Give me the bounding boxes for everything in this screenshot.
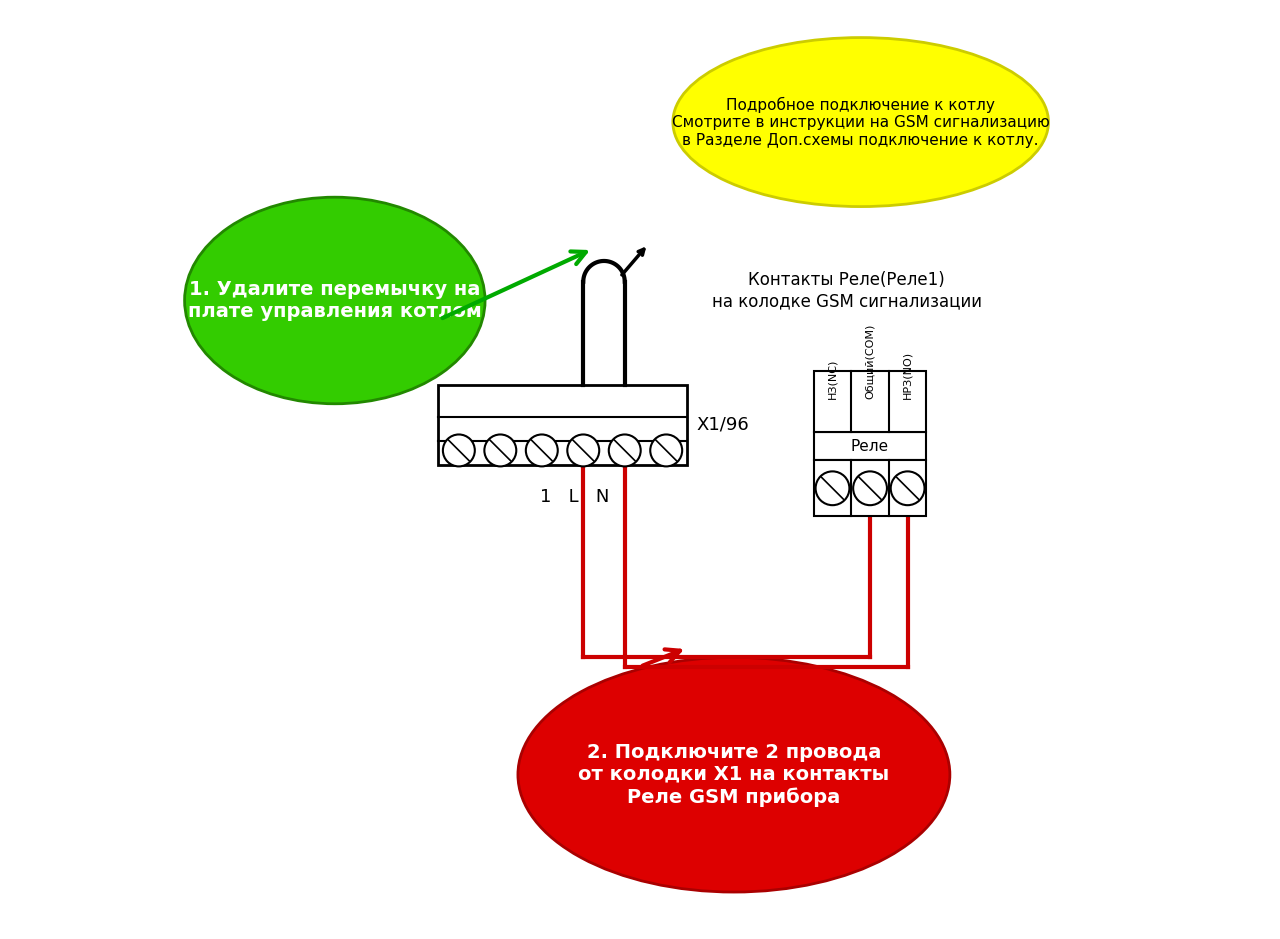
Text: 1   L   N: 1 L N (540, 488, 609, 506)
FancyBboxPatch shape (814, 460, 927, 516)
Text: 2. Подключите 2 провода
от колодки Х1 на контакты
Реле GSM прибора: 2. Подключите 2 провода от колодки Х1 на… (579, 743, 890, 807)
Text: Общий(COM): Общий(COM) (865, 324, 876, 399)
Text: Подробное подключение к котлу
Смотрите в инструкции на GSM сигнализацию
в Раздел: Подробное подключение к котлу Смотрите в… (672, 97, 1050, 147)
Text: Реле: Реле (851, 439, 890, 454)
FancyBboxPatch shape (814, 432, 927, 460)
Circle shape (891, 471, 924, 505)
Circle shape (815, 471, 850, 505)
FancyBboxPatch shape (438, 385, 687, 465)
Text: НЗ(NC): НЗ(NC) (827, 359, 837, 399)
Ellipse shape (518, 657, 950, 892)
FancyBboxPatch shape (814, 371, 927, 432)
Circle shape (650, 435, 682, 467)
Circle shape (443, 435, 475, 467)
Ellipse shape (673, 38, 1048, 207)
Text: НРЗ(NO): НРЗ(NO) (902, 351, 913, 399)
Circle shape (609, 435, 641, 467)
Circle shape (854, 471, 887, 505)
Text: Контакты Реле(Реле1)
на колодке GSM сигнализации: Контакты Реле(Реле1) на колодке GSM сигн… (712, 271, 982, 310)
Circle shape (526, 435, 558, 467)
Text: X1/96: X1/96 (696, 416, 749, 434)
Circle shape (484, 435, 516, 467)
Ellipse shape (184, 197, 485, 404)
Circle shape (567, 435, 599, 467)
Text: 1. Удалите перемычку на
плате управления котлом: 1. Удалите перемычку на плате управления… (188, 280, 481, 321)
